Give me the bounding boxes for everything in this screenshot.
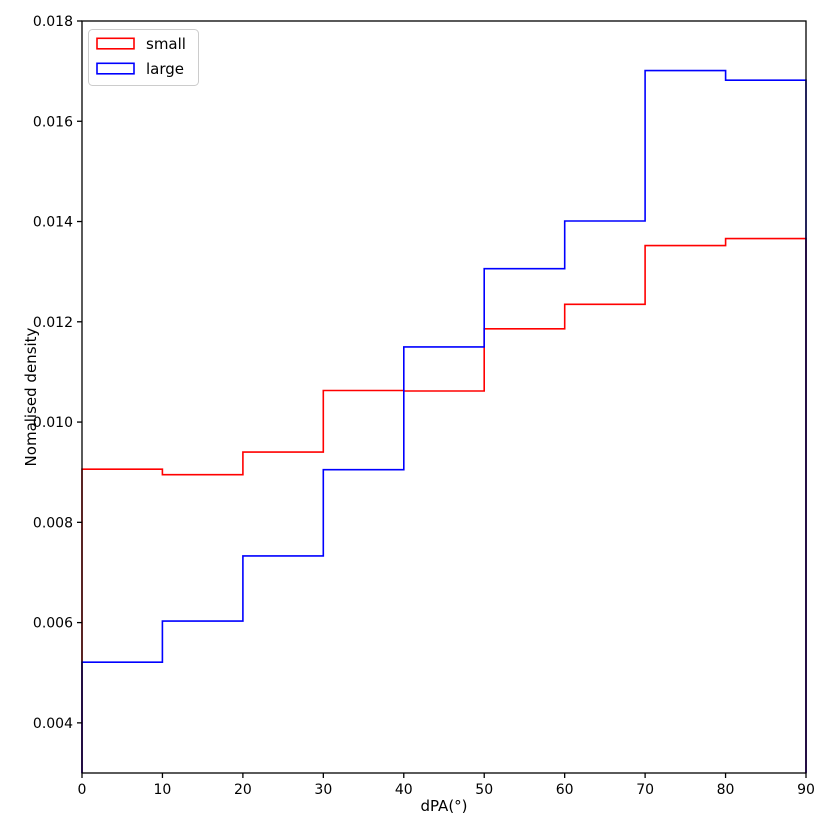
- y-tick-label: 0.016: [33, 114, 73, 130]
- x-tick-label: 70: [636, 782, 654, 798]
- x-tick-label: 60: [556, 782, 574, 798]
- y-tick-label: 0.004: [33, 716, 73, 732]
- x-axis-ticks: 0 10 20 30 40 50 60 70 80 90: [78, 773, 815, 798]
- x-axis-label: dPA(°): [420, 797, 467, 815]
- y-tick-label: 0.008: [33, 515, 73, 531]
- legend-patch-small: [96, 37, 135, 50]
- x-tick-label: 80: [717, 782, 735, 798]
- plot-border: [81, 20, 807, 774]
- legend-label-small: small: [146, 35, 186, 53]
- legend-box: [88, 29, 199, 86]
- x-tick-label: 90: [797, 782, 815, 798]
- series-line-large: [81, 69, 807, 773]
- y-axis-ticks: 0.004 0.006 0.008 0.010 0.012 0.014 0.016 0.018: [33, 14, 82, 732]
- y-tick-label: 0.012: [33, 315, 73, 331]
- x-tick-label: 30: [314, 782, 332, 798]
- x-tick-label: 10: [154, 782, 172, 798]
- legend-patch-large: [96, 62, 135, 75]
- y-tick-label: 0.014: [33, 215, 73, 231]
- y-tick-label: 0.018: [33, 14, 73, 30]
- legend-label-large: large: [146, 60, 184, 78]
- x-tick-label: 50: [475, 782, 493, 798]
- x-tick-label: 0: [78, 782, 87, 798]
- series-line-small: [81, 237, 807, 773]
- y-tick-label: 0.006: [33, 616, 73, 632]
- y-tick-label: 0.010: [33, 415, 73, 431]
- x-tick-label: 40: [395, 782, 413, 798]
- y-axis-label: Nomalised density: [22, 327, 40, 466]
- x-tick-label: 20: [234, 782, 252, 798]
- legend: small large: [88, 29, 199, 86]
- series-lines: [81, 69, 807, 773]
